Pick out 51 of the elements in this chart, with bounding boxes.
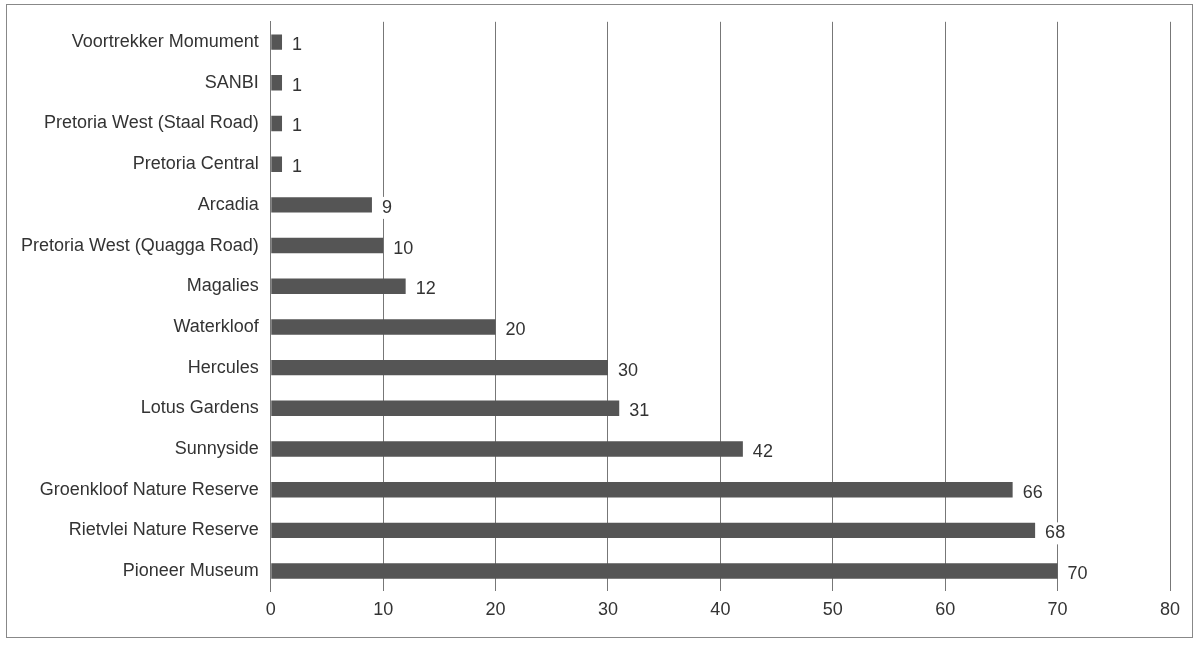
data-label: 1 — [292, 34, 303, 55]
x-tick-label: 40 — [710, 599, 731, 620]
x-tick-label: 10 — [373, 599, 394, 620]
x-tick-label: 0 — [265, 599, 276, 620]
bar — [271, 75, 283, 91]
bar — [271, 563, 1058, 579]
x-tick-label: 60 — [935, 599, 956, 620]
x-tick-label: 80 — [1159, 599, 1181, 620]
x-tick-label: 50 — [822, 599, 843, 620]
data-label: 20 — [505, 318, 526, 339]
bar — [271, 278, 406, 294]
bar — [271, 115, 283, 132]
bar — [271, 237, 384, 254]
y-tick-label: Lotus Gardens — [140, 397, 259, 418]
y-tick-label: Voortrekker Momument — [71, 31, 259, 52]
bar — [271, 481, 1013, 498]
y-tick-label: Pretoria West (Quagga Road) — [21, 234, 259, 255]
y-tick-label: Hercules — [187, 356, 259, 377]
data-label: 42 — [752, 440, 773, 461]
bar — [271, 197, 372, 213]
y-tick-label: Groenkloof Nature Reserve — [39, 478, 259, 499]
bar — [271, 156, 283, 172]
bar — [271, 319, 496, 335]
y-tick-label: Magalies — [186, 275, 259, 296]
y-tick-label: Pretoria West (Staal Road) — [44, 112, 259, 133]
data-label: 70 — [1067, 563, 1088, 584]
bar — [271, 441, 743, 457]
data-label: 9 — [381, 196, 392, 217]
bar — [271, 400, 620, 417]
bar — [271, 522, 1036, 539]
y-tick-label: SANBI — [204, 71, 259, 92]
x-tick-label: 20 — [485, 599, 506, 620]
x-tick-label: 70 — [1047, 599, 1068, 620]
data-label: 68 — [1045, 522, 1066, 543]
data-label: 66 — [1022, 481, 1043, 502]
bar — [271, 359, 608, 376]
data-label: 30 — [617, 359, 639, 380]
y-tick-label: Pioneer Museum — [122, 560, 259, 581]
data-label: 1 — [292, 156, 303, 177]
data-label: 1 — [292, 115, 303, 136]
data-label: 10 — [393, 237, 414, 258]
y-tick-label: Rietvlei Nature Reserve — [68, 519, 259, 540]
y-tick-label: Pretoria Central — [132, 153, 259, 174]
y-tick-label: Waterkloof — [173, 315, 260, 336]
data-label: 31 — [629, 400, 650, 421]
y-tick-label: Arcadia — [197, 193, 260, 214]
x-tick-label: 30 — [597, 599, 618, 620]
data-label: 1 — [292, 74, 303, 95]
data-label: 12 — [415, 278, 436, 299]
y-tick-label: Sunnyside — [174, 437, 259, 458]
bar — [271, 34, 283, 50]
